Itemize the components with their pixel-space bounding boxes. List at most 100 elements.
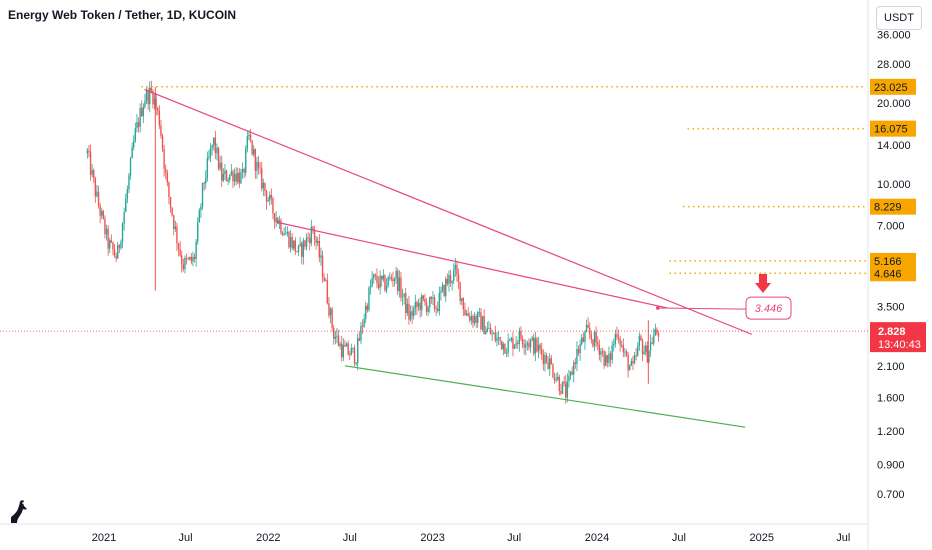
candle-body <box>451 280 453 283</box>
candle-body <box>104 218 106 235</box>
candle-body <box>528 342 530 348</box>
candle-body <box>241 169 244 173</box>
candle-body <box>406 303 409 314</box>
candle-body <box>517 343 519 344</box>
candle <box>477 311 479 328</box>
candle-body <box>369 286 372 288</box>
candle <box>366 303 369 313</box>
candle <box>539 342 541 355</box>
candle-body <box>173 215 175 230</box>
candle <box>459 281 461 305</box>
candle-body <box>429 296 431 308</box>
candle-body <box>441 285 444 291</box>
candle <box>574 357 577 369</box>
time-tick-label: 2024 <box>585 532 609 544</box>
candle <box>497 331 500 346</box>
candle-body <box>371 277 373 287</box>
candle-body <box>413 308 415 317</box>
candle-body <box>341 343 343 358</box>
candle-body <box>157 107 159 111</box>
candle <box>342 338 345 362</box>
candle <box>107 225 109 256</box>
candle <box>550 355 553 365</box>
candle <box>641 338 644 362</box>
candle-body <box>243 169 245 173</box>
candle <box>576 341 578 372</box>
candle-body <box>169 196 172 208</box>
candle <box>473 312 476 326</box>
candle <box>621 340 623 348</box>
candle <box>339 341 341 350</box>
candle-body <box>491 333 493 335</box>
candle-body <box>582 337 585 342</box>
candle-body <box>317 240 319 244</box>
last-price-tag <box>870 322 926 353</box>
candle <box>273 212 276 229</box>
candle-body <box>473 316 476 324</box>
candle <box>355 362 357 367</box>
candle-body <box>181 255 183 265</box>
candle-body <box>605 355 607 366</box>
candle <box>609 350 612 367</box>
candle <box>321 250 324 283</box>
price-tick-label: 14.000 <box>877 140 911 152</box>
candle <box>264 182 266 197</box>
candle <box>209 143 212 163</box>
candle-body <box>581 337 583 345</box>
price-tick-label: 0.700 <box>877 489 905 501</box>
candle <box>133 135 135 151</box>
candle <box>421 293 423 317</box>
candle-body <box>430 296 433 299</box>
candle <box>353 344 356 367</box>
candle-body <box>504 343 506 354</box>
candle-body <box>112 242 114 250</box>
candle <box>99 202 101 224</box>
candle <box>160 119 162 139</box>
candle-body <box>344 344 346 347</box>
candle-body <box>432 297 434 299</box>
level-price-label: 16.075 <box>874 124 908 136</box>
candle <box>571 366 573 376</box>
candle <box>443 284 445 298</box>
candle-body <box>397 270 399 291</box>
candle-body <box>635 355 637 357</box>
candle <box>251 139 253 156</box>
candle-body <box>86 150 89 154</box>
candle <box>307 232 309 243</box>
candle <box>427 305 429 317</box>
candle-body <box>481 316 484 330</box>
candle <box>373 273 375 284</box>
candle-body <box>489 328 492 335</box>
candle-body <box>440 290 442 293</box>
candle-body <box>497 337 500 339</box>
candle <box>206 151 209 182</box>
candle <box>333 325 335 345</box>
candle-body <box>653 335 655 344</box>
candle-body <box>230 171 233 175</box>
candle <box>520 326 522 341</box>
candle <box>269 191 271 206</box>
candle <box>416 300 418 315</box>
candle-body <box>267 200 269 202</box>
candle-body <box>163 149 165 169</box>
candle-body <box>165 168 167 173</box>
candle-body <box>507 340 509 353</box>
candle <box>229 174 231 183</box>
candle <box>606 355 609 368</box>
candle-body <box>325 280 327 282</box>
candle-body <box>368 287 370 311</box>
candle <box>326 273 329 305</box>
candle <box>408 295 410 325</box>
candle-body <box>147 90 149 105</box>
candle <box>253 145 255 158</box>
candle <box>129 156 132 180</box>
currency-selector-button[interactable]: USDT <box>876 6 922 30</box>
candle <box>457 268 460 290</box>
candle <box>384 274 386 293</box>
candle-body <box>141 108 143 117</box>
candle-body <box>152 90 154 105</box>
candle-body <box>366 305 369 311</box>
candle <box>325 278 327 282</box>
candle-body <box>381 275 383 280</box>
